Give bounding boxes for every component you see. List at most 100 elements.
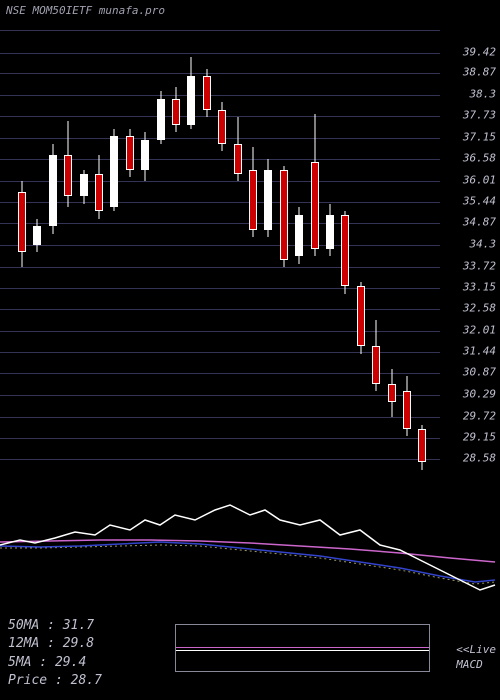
chart-header: NSE MOM50IETF munafa.pro bbox=[6, 4, 165, 17]
ma5-label: 5MA : bbox=[8, 655, 47, 670]
candle-body bbox=[341, 215, 349, 286]
price-level-label: 29.15 bbox=[463, 430, 496, 443]
candle-body bbox=[357, 286, 365, 346]
candle bbox=[418, 31, 426, 481]
macd-annotation: <<Live MACD bbox=[456, 643, 496, 672]
candle-body bbox=[187, 76, 195, 125]
candle-body bbox=[33, 226, 41, 245]
macd-line-dotted bbox=[0, 545, 495, 584]
site-watermark: munafa.pro bbox=[99, 4, 165, 17]
candle bbox=[18, 31, 26, 481]
price-level-label: 33.72 bbox=[463, 259, 496, 272]
candle bbox=[357, 31, 365, 481]
candle bbox=[388, 31, 396, 481]
inset-line bbox=[176, 647, 429, 648]
candle bbox=[280, 31, 288, 481]
candle bbox=[341, 31, 349, 481]
candle bbox=[249, 31, 257, 481]
ma50-label: 50MA : bbox=[8, 618, 55, 633]
price-level-label: 32.58 bbox=[463, 302, 496, 315]
price-level-label: 34.3 bbox=[470, 237, 497, 250]
candle-body bbox=[126, 136, 134, 170]
candle-body bbox=[64, 155, 72, 196]
price-level-label: 29.72 bbox=[463, 409, 496, 422]
candle-body bbox=[110, 136, 118, 207]
ma12-label: 12MA : bbox=[8, 636, 55, 651]
candle-body bbox=[218, 110, 226, 144]
candle-body bbox=[372, 346, 380, 384]
candle bbox=[326, 31, 334, 481]
price-level-label: 32.01 bbox=[463, 323, 496, 336]
macd-annot-live: <<Live bbox=[456, 643, 496, 657]
price-value: 28.7 bbox=[71, 673, 102, 688]
ma5-row: 5MA : 29.4 bbox=[8, 654, 102, 672]
candle-body bbox=[157, 99, 165, 140]
candle bbox=[110, 31, 118, 481]
stats-block: 50MA : 31.7 12MA : 29.8 5MA : 29.4 Price… bbox=[8, 617, 102, 690]
candle bbox=[234, 31, 242, 481]
macd-line-magenta bbox=[0, 540, 495, 562]
candle-body bbox=[249, 170, 257, 230]
candle bbox=[141, 31, 149, 481]
ma12-value: 29.8 bbox=[63, 636, 94, 651]
macd-line-blue bbox=[0, 542, 495, 582]
price-label: Price : bbox=[8, 673, 63, 688]
price-level-label: 38.3 bbox=[470, 87, 497, 100]
candle bbox=[49, 31, 57, 481]
price-level-label: 33.15 bbox=[463, 280, 496, 293]
candle-body bbox=[418, 429, 426, 463]
candle-body bbox=[403, 391, 411, 429]
candle bbox=[403, 31, 411, 481]
candle bbox=[64, 31, 72, 481]
price-level-label: 31.44 bbox=[463, 345, 496, 358]
candle-body bbox=[234, 144, 242, 174]
candlestick-chart bbox=[0, 30, 440, 480]
candle bbox=[172, 31, 180, 481]
candle-body bbox=[141, 140, 149, 170]
candle bbox=[80, 31, 88, 481]
candle-body bbox=[172, 99, 180, 125]
price-level-label: 30.87 bbox=[463, 366, 496, 379]
price-level-label: 37.73 bbox=[463, 109, 496, 122]
ticker-symbol: NSE MOM50IETF bbox=[6, 4, 92, 17]
inset-line bbox=[176, 650, 429, 651]
candle bbox=[187, 31, 195, 481]
ma12-row: 12MA : 29.8 bbox=[8, 635, 102, 653]
macd-lines-svg bbox=[0, 490, 500, 610]
candle-body bbox=[326, 215, 334, 249]
candle bbox=[311, 31, 319, 481]
candle bbox=[203, 31, 211, 481]
candle-body bbox=[280, 170, 288, 260]
candle bbox=[95, 31, 103, 481]
candle-body bbox=[18, 192, 26, 252]
price-axis-labels: 39.4238.8738.337.7337.1536.5836.0135.443… bbox=[441, 30, 496, 480]
ma5-value: 29.4 bbox=[55, 655, 86, 670]
price-level-label: 34.87 bbox=[463, 216, 496, 229]
macd-line-white bbox=[0, 505, 495, 590]
candle bbox=[295, 31, 303, 481]
ma50-value: 31.7 bbox=[63, 618, 94, 633]
live-macd-inset bbox=[175, 624, 430, 672]
price-level-label: 30.29 bbox=[463, 388, 496, 401]
macd-annot-macd: MACD bbox=[456, 658, 496, 672]
candle-body bbox=[388, 384, 396, 403]
price-level-label: 36.01 bbox=[463, 173, 496, 186]
price-level-label: 35.44 bbox=[463, 195, 496, 208]
candle-body bbox=[311, 162, 319, 248]
candle bbox=[33, 31, 41, 481]
candle-body bbox=[295, 215, 303, 256]
candle-body bbox=[264, 170, 272, 230]
candle-body bbox=[95, 174, 103, 212]
candle-body bbox=[80, 174, 88, 197]
candle bbox=[264, 31, 272, 481]
price-level-label: 28.58 bbox=[463, 452, 496, 465]
price-level-label: 38.87 bbox=[463, 66, 496, 79]
candle bbox=[126, 31, 134, 481]
price-level-label: 37.15 bbox=[463, 130, 496, 143]
price-level-label: 39.42 bbox=[463, 45, 496, 58]
macd-panel bbox=[0, 490, 500, 610]
ma50-row: 50MA : 31.7 bbox=[8, 617, 102, 635]
candle-body bbox=[49, 155, 57, 226]
candle bbox=[218, 31, 226, 481]
candle bbox=[372, 31, 380, 481]
